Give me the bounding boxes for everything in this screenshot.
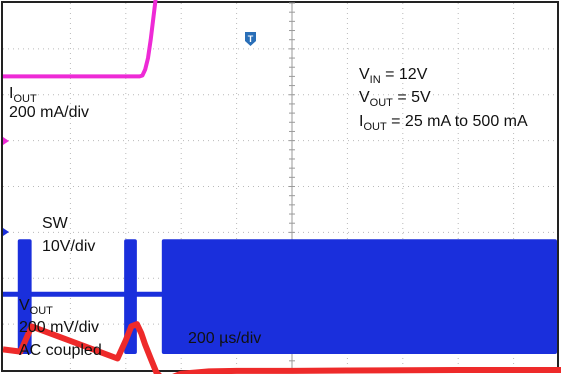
time-scale-label: 200 µs/div (188, 330, 261, 347)
condition-vin: VIN = 12V (359, 66, 428, 86)
iout-scale: 200 mA/div (9, 104, 89, 121)
iout-trace (3, 0, 158, 79)
trigger-marker: T (245, 32, 256, 46)
sw-burst (161, 239, 557, 354)
vout-label: VOUT (19, 297, 53, 317)
condition-iout: IOUT = 25 mA to 500 mA (359, 113, 528, 133)
iout-label: IOUT (9, 85, 37, 105)
vout-scale: 200 mV/div (19, 319, 99, 336)
condition-vout: VOUT = 5V (359, 89, 431, 109)
vout-coupling: AC coupled (19, 342, 102, 359)
sw-label: SW (42, 215, 69, 232)
vout-trace (2, 321, 561, 374)
sw-scale: 10V/div (42, 238, 95, 255)
iout-ground-marker (3, 137, 9, 145)
sw-ground-marker (3, 228, 9, 236)
sw-burst (17, 239, 32, 354)
svg-text:T: T (248, 34, 254, 44)
